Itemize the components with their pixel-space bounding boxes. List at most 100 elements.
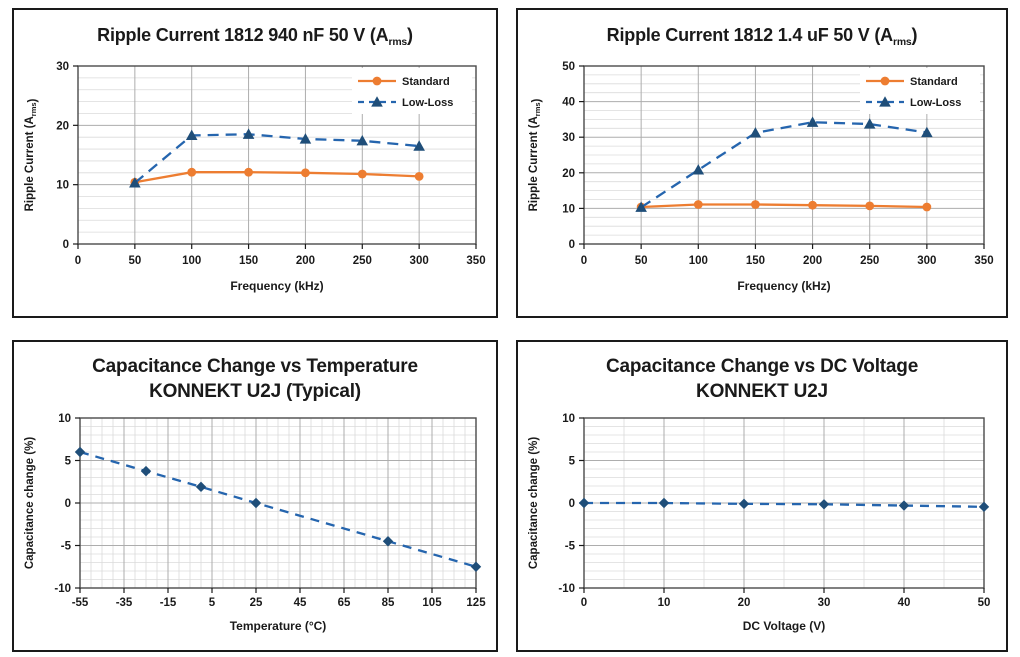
svg-text:300: 300: [410, 255, 429, 267]
legend: Standard Low-Loss: [352, 68, 472, 114]
tick-marks: [75, 417, 477, 593]
y-axis-label: Capacitance change (%): [24, 437, 36, 569]
chart-title: Capacitance Change vs DC Voltage KONNEKT …: [605, 356, 919, 403]
chart-title: Ripple Current 1812 940 nF 50 V (Arms): [97, 25, 413, 48]
svg-text:-35: -35: [116, 597, 133, 609]
svg-text:40: 40: [898, 597, 911, 609]
series-typical: [578, 497, 990, 513]
svg-text:85: 85: [382, 597, 395, 609]
tick-marks: [579, 65, 985, 249]
series-Standard: [636, 200, 932, 212]
svg-text:0: 0: [581, 597, 587, 609]
tick-marks: [73, 65, 477, 249]
svg-text:5: 5: [209, 597, 216, 609]
svg-text:150: 150: [239, 255, 258, 267]
svg-text:0: 0: [581, 255, 587, 267]
legend: Standard Low-Loss: [860, 68, 980, 114]
svg-text:0: 0: [569, 498, 575, 510]
svg-text:250: 250: [353, 255, 372, 267]
legend-label-standard: Standard: [910, 76, 958, 88]
svg-text:-10: -10: [558, 583, 575, 595]
svg-text:0: 0: [75, 255, 81, 267]
x-axis-label: Frequency (kHz): [737, 279, 830, 293]
svg-text:200: 200: [803, 255, 822, 267]
legend-label-low-loss: Low-Loss: [402, 97, 453, 109]
svg-text:0: 0: [63, 239, 69, 251]
tick-labels: 0 50 100 150 200 250 300 350 0 10 20 30: [56, 61, 485, 267]
chart-canvas: 0 50 100 150 200 250 300 350 0 10 20 30 40 50 Frequenc…: [518, 58, 1006, 298]
tick-marks: [579, 417, 985, 593]
y-axis-label: Ripple Current (Arms): [24, 98, 39, 211]
svg-text:10: 10: [658, 597, 671, 609]
svg-text:50: 50: [978, 597, 991, 609]
svg-text:30: 30: [562, 132, 575, 144]
y-axis-label: Ripple Current (Arms): [528, 98, 543, 211]
legend-label-low-loss: Low-Loss: [910, 97, 961, 109]
svg-text:30: 30: [818, 597, 831, 609]
svg-text:10: 10: [56, 180, 69, 192]
tick-labels: -55 -35 -15 5 25 45 65 85 105 125 -10 -5 0 5 10: [54, 413, 486, 609]
chart-svg-ripple-current-940nf: 0 50 100 150 200 250 300 350 0 10 20 30 Frequency (k…: [24, 61, 486, 293]
svg-text:350: 350: [466, 255, 485, 267]
svg-text:100: 100: [689, 255, 708, 267]
svg-text:45: 45: [294, 597, 307, 609]
svg-text:105: 105: [422, 597, 442, 609]
plot-border: [583, 65, 985, 245]
svg-text:5: 5: [65, 456, 72, 468]
svg-text:50: 50: [128, 255, 141, 267]
svg-text:125: 125: [466, 597, 486, 609]
svg-text:-55: -55: [72, 597, 89, 609]
svg-text:250: 250: [860, 255, 879, 267]
svg-text:100: 100: [182, 255, 201, 267]
svg-text:50: 50: [562, 61, 575, 73]
legend-label-standard: Standard: [402, 76, 450, 88]
svg-text:30: 30: [56, 61, 69, 73]
svg-text:20: 20: [738, 597, 751, 609]
svg-text:0: 0: [65, 498, 71, 510]
chart-title: Capacitance Change vs Temperature KONNEKT…: [92, 356, 418, 403]
chart-svg-cap-change-vs-dc-voltage: 0 10 20 30 40 50 -10 -5 0 5 10 DC Voltage (V) Capaci…: [528, 413, 990, 633]
tick-labels: 0 10 20 30 40 50 -10 -5 0 5 10: [558, 413, 990, 609]
svg-text:-10: -10: [54, 583, 71, 595]
chart-panel-ripple-1p4uf: Ripple Current 1812 1.4 uF 50 V (Arms) 0…: [516, 8, 1008, 318]
svg-text:10: 10: [58, 413, 71, 425]
svg-text:300: 300: [917, 255, 936, 267]
svg-text:-15: -15: [160, 597, 177, 609]
svg-text:20: 20: [56, 120, 69, 132]
chart-panel-ripple-940nf: Ripple Current 1812 940 nF 50 V (Arms) 0…: [12, 8, 498, 318]
svg-text:0: 0: [569, 239, 575, 251]
chart-svg-ripple-current-1p4uf: 0 50 100 150 200 250 300 350 0 10 20 30 40 50 Frequenc…: [528, 61, 994, 293]
x-axis-label: DC Voltage (V): [743, 619, 825, 633]
svg-text:-5: -5: [565, 541, 576, 553]
chart-panel-cap-vs-dc-voltage: Capacitance Change vs DC Voltage KONNEKT …: [516, 340, 1008, 652]
svg-text:5: 5: [569, 456, 576, 468]
series-Standard: [130, 167, 424, 187]
chart-canvas: 0 10 20 30 40 50 -10 -5 0 5 10 DC Voltage (V) Capaci…: [518, 412, 1006, 640]
chart-panel-cap-vs-temperature: Capacitance Change vs Temperature KONNEKT…: [12, 340, 498, 652]
series-Low-Loss: [129, 128, 425, 188]
chart-canvas: 0 50 100 150 200 250 300 350 0 10 20 30 Frequency (k…: [14, 58, 496, 298]
svg-text:-5: -5: [61, 541, 72, 553]
plot-border: [77, 65, 477, 245]
x-axis-label: Frequency (kHz): [230, 279, 323, 293]
svg-text:20: 20: [562, 168, 575, 180]
svg-text:150: 150: [746, 255, 765, 267]
svg-text:350: 350: [974, 255, 993, 267]
svg-text:10: 10: [562, 203, 575, 215]
series-typical: [74, 446, 482, 572]
svg-text:200: 200: [296, 255, 315, 267]
y-axis-label: Capacitance change (%): [528, 437, 540, 569]
series-Low-Loss: [635, 116, 933, 212]
tick-labels: 0 50 100 150 200 250 300 350 0 10 20 30 40 50: [562, 61, 993, 267]
svg-text:25: 25: [250, 597, 263, 609]
x-axis-label: Temperature (°C): [230, 619, 327, 633]
major-gridlines: [80, 418, 476, 588]
chart-svg-cap-change-vs-temperature: -55 -35 -15 5 25 45 65 85 105 125 -10 -5 0 5 10 Tempera…: [24, 413, 486, 633]
chart-title: Ripple Current 1812 1.4 uF 50 V (Arms): [606, 25, 918, 48]
chart-canvas: -55 -35 -15 5 25 45 65 85 105 125 -10 -5 0 5 10 Tempera…: [14, 412, 496, 640]
minor-gridlines: [584, 418, 984, 588]
svg-text:40: 40: [562, 97, 575, 109]
svg-text:10: 10: [562, 413, 575, 425]
svg-text:50: 50: [635, 255, 648, 267]
